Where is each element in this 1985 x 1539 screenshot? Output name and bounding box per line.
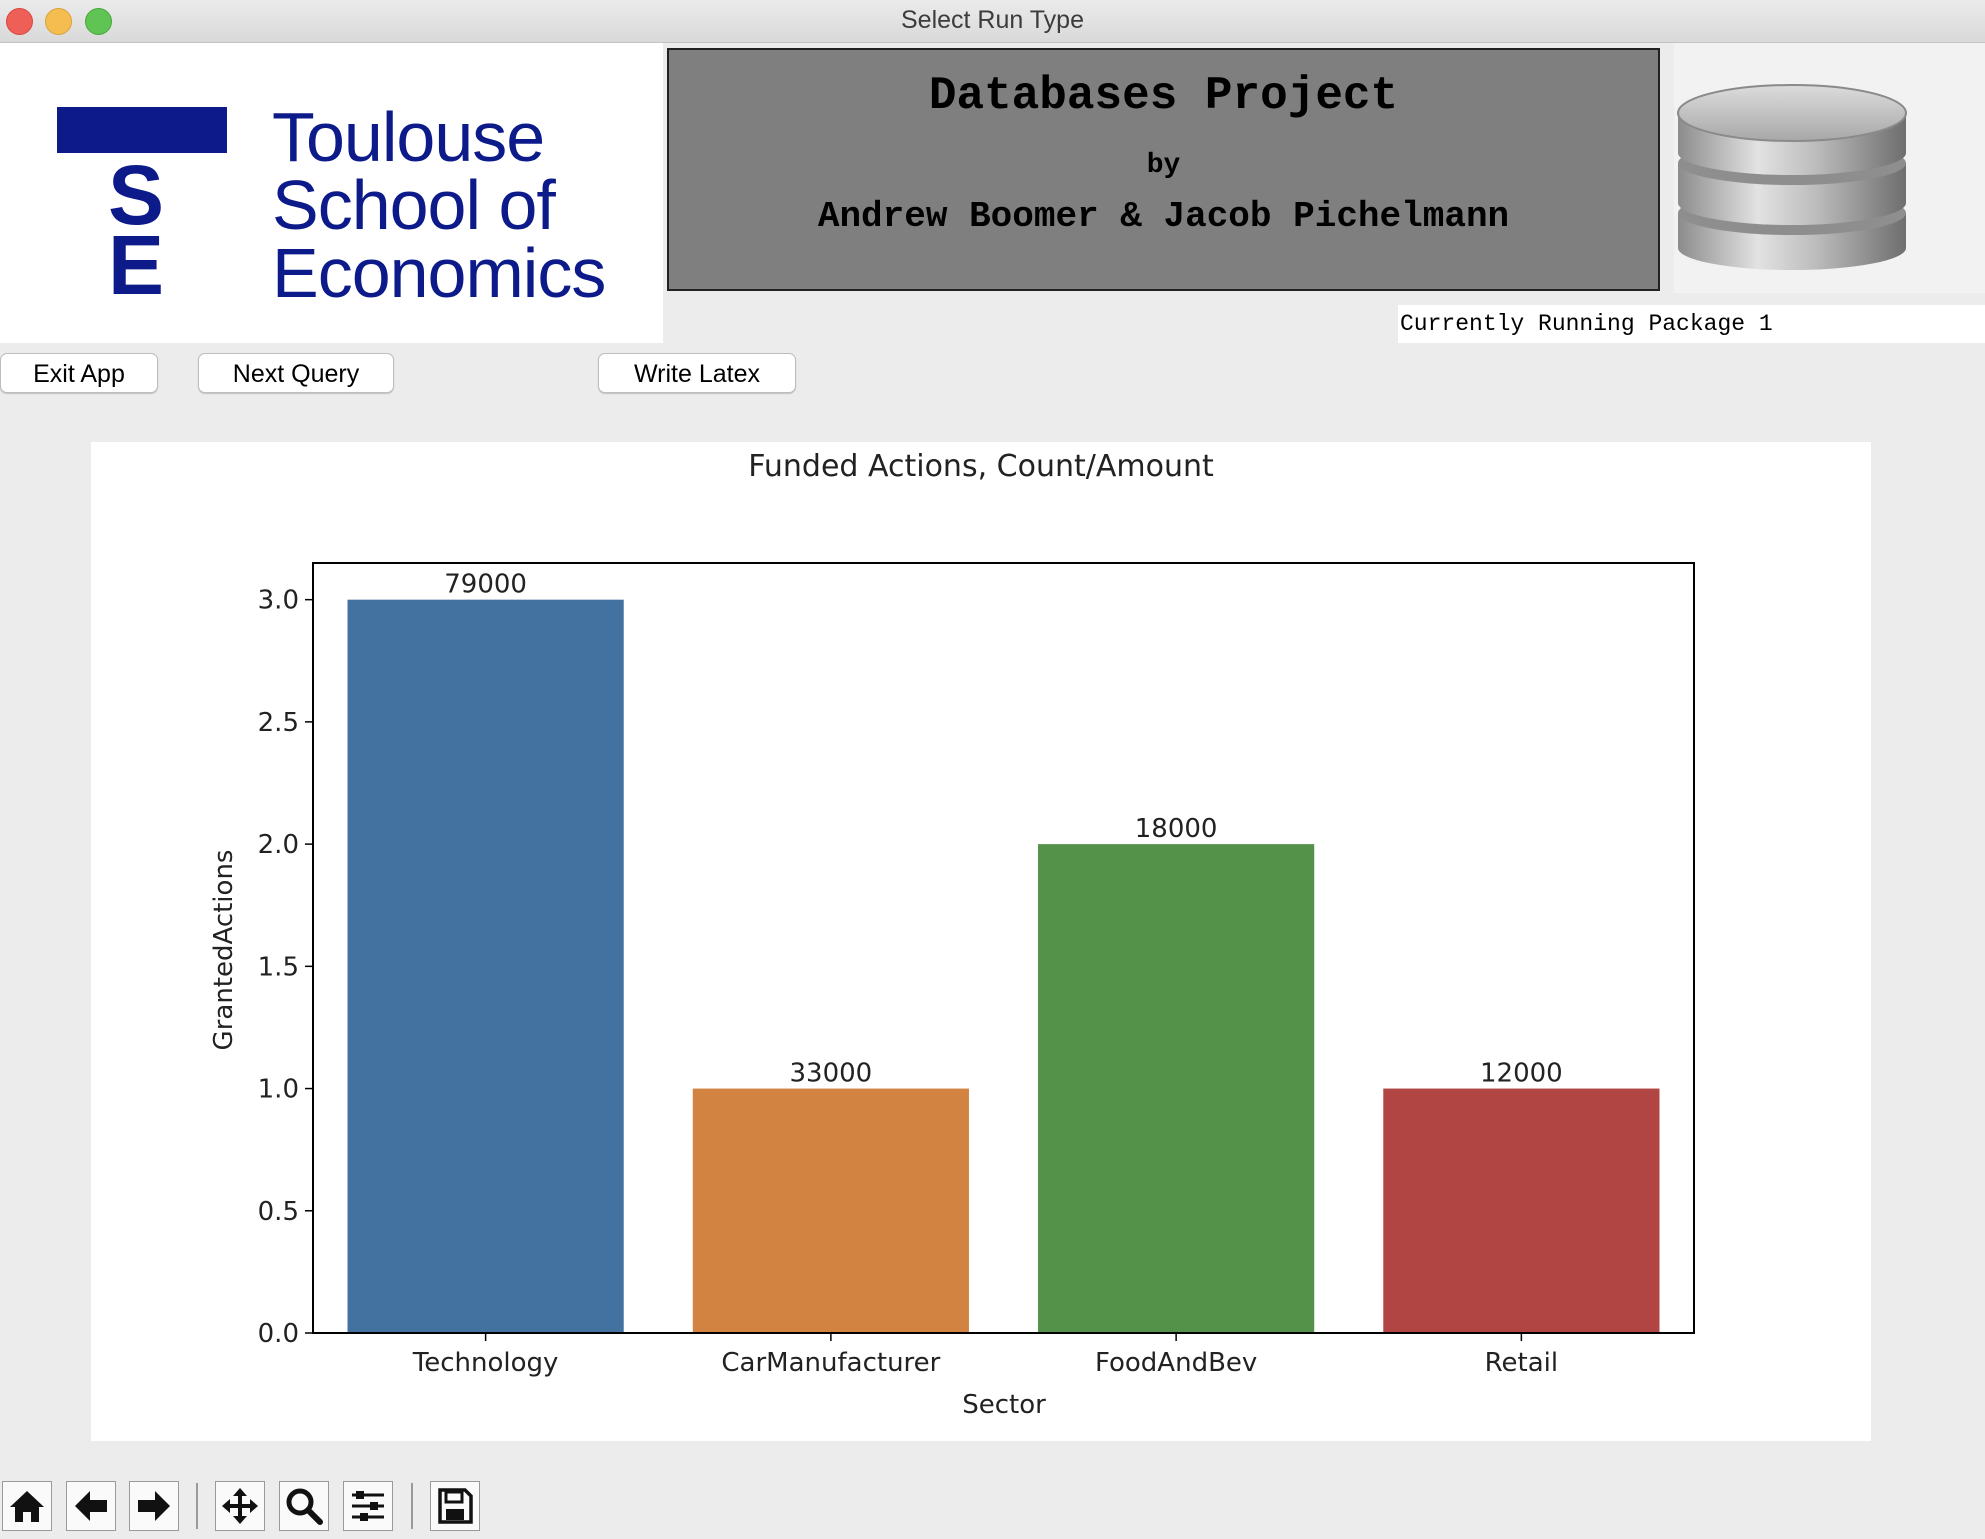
y-tick-label: 0.0 [258,1319,299,1349]
y-tick-label: 1.0 [258,1075,299,1105]
x-tick-label: Technology [412,1348,559,1378]
tse-logo-t-bar [57,107,227,153]
write-latex-button[interactable]: Write Latex [598,353,796,393]
bar-value-label: 12000 [1480,1059,1563,1089]
bar-value-label: 18000 [1135,814,1218,844]
tse-logo-wordmark: Toulouse School of Economics [272,98,606,312]
save-icon [438,1488,473,1524]
pan-button[interactable] [215,1481,265,1531]
project-banner: Databases Project by Andrew Boomer & Jac… [667,48,1660,291]
plot-toolbar [0,1475,500,1535]
close-window-button[interactable] [6,8,33,35]
home-button[interactable] [2,1481,52,1531]
home-icon [10,1491,44,1522]
minimize-window-button[interactable] [45,8,72,35]
bar-carmanufacturer [692,1088,969,1333]
tse-logo-s: S [108,148,165,242]
project-by: by [1146,150,1181,181]
x-tick-label: CarManufacturer [721,1348,940,1378]
bar-chart: Funded Actions, Count/Amount GrantedActi… [209,449,1695,1420]
bar-technology [347,599,624,1333]
status-field: Currently Running Package 1 [1398,305,1985,343]
pan-icon [222,1488,258,1524]
project-title: Databases Project [928,70,1399,122]
bar-foodandbev [1038,844,1315,1333]
chart-canvas[interactable]: Funded Actions, Count/Amount GrantedActi… [91,442,1871,1441]
bar-value-label: 79000 [444,570,527,600]
toolbar-separator [196,1483,198,1529]
logo-line-3: Economics [272,234,606,312]
tse-logo-e: E [108,218,165,312]
logo-line-1: Toulouse [272,98,545,176]
y-tick-label: 3.0 [258,586,299,616]
save-button[interactable] [430,1481,480,1531]
y-tick-label: 2.0 [258,830,299,860]
zoom-icon [286,1488,323,1525]
configure-subplots-icon [352,1491,384,1521]
back-button[interactable] [66,1481,116,1531]
y-tick-label: 2.5 [258,708,299,738]
configure-subplots-button[interactable] [343,1481,393,1531]
x-tick-label: FoodAndBev [1095,1348,1257,1378]
exit-app-button[interactable]: Exit App [0,353,158,393]
maximize-window-button[interactable] [85,8,112,35]
x-tick-label: Retail [1485,1348,1558,1378]
bar-value-label: 33000 [790,1059,873,1089]
x-axis-label: Sector [962,1390,1046,1420]
zoom-button[interactable] [279,1481,329,1531]
tse-logo: S E Toulouse School of Economics [0,43,663,343]
bar-retail [1383,1088,1660,1333]
window-titlebar: Select Run Type [0,0,1985,43]
y-axis-label: GrantedActions [209,850,239,1051]
database-icon [1677,84,1907,270]
forward-arrow-icon [138,1491,170,1521]
y-tick-label: 1.5 [258,952,299,982]
plot-frame [312,562,1695,1334]
database-image [1674,43,1985,293]
toolbar-separator [411,1483,413,1529]
window-title: Select Run Type [901,6,1084,34]
chart-title: Funded Actions, Count/Amount [748,449,1214,484]
project-authors: Andrew Boomer & Jacob Pichelmann [817,196,1510,237]
logo-line-2: School of [272,166,556,244]
next-query-button[interactable]: Next Query [198,353,394,393]
back-arrow-icon [75,1491,107,1521]
forward-button[interactable] [129,1481,179,1531]
y-tick-label: 0.5 [258,1197,299,1227]
